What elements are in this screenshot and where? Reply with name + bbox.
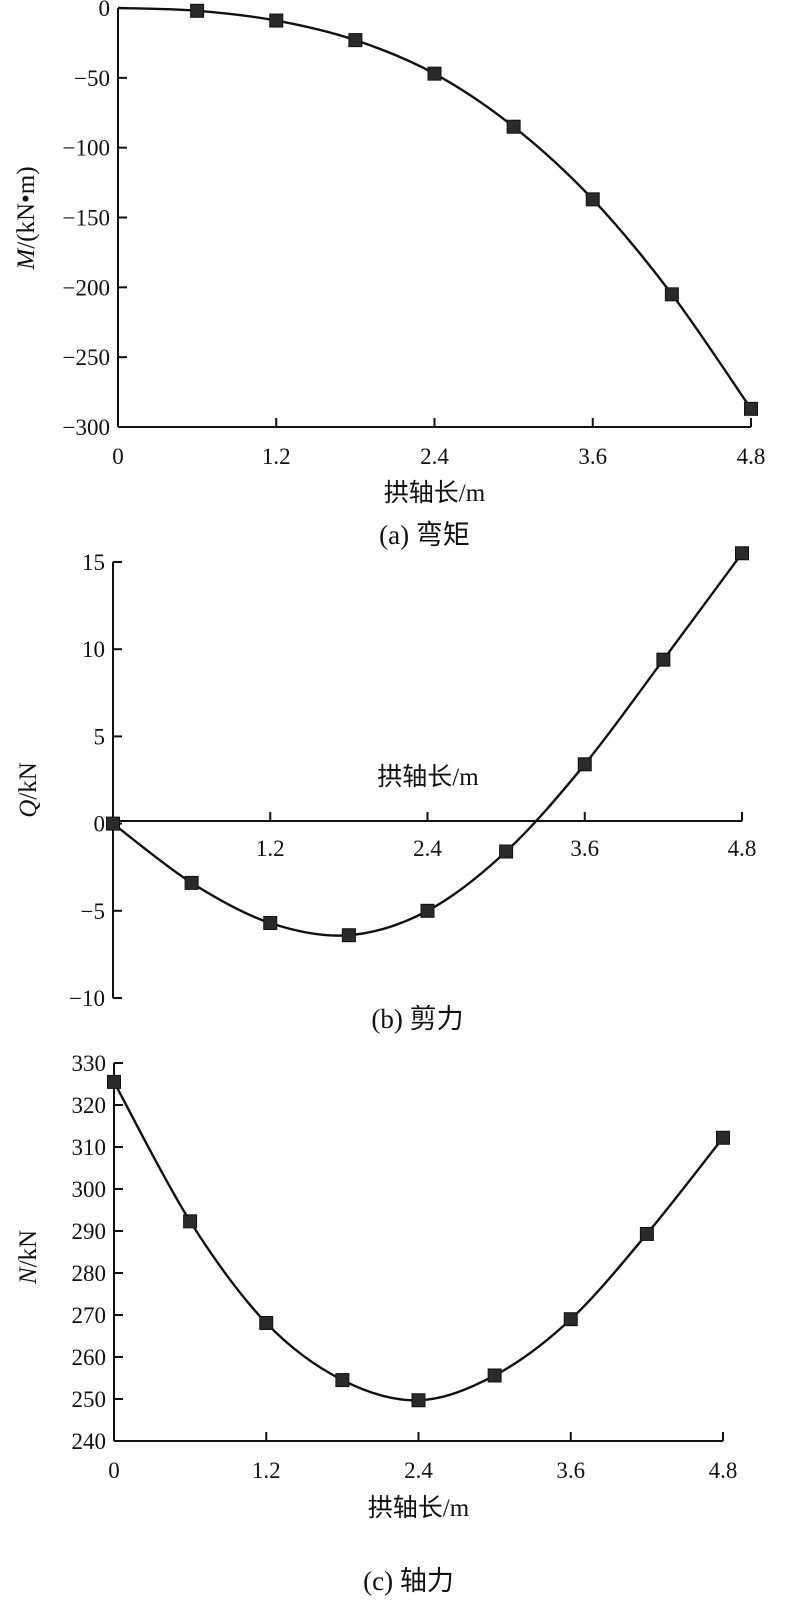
series-line <box>112 552 743 937</box>
x-tick-label: 4.8 <box>737 444 766 469</box>
y-tick-label: 300 <box>72 1177 107 1202</box>
x-axis-label: 拱轴长/m <box>377 763 479 791</box>
x-tick-label: 0 <box>108 1458 120 1483</box>
data-point-marker <box>664 287 679 302</box>
data-point-marker <box>106 816 120 831</box>
data-point-marker <box>735 546 749 561</box>
y-tick-label: −200 <box>63 275 110 300</box>
y-tick-label: −5 <box>81 899 105 924</box>
chart-panel-b: 15 10 5 0 −5 −10 1.2 2.4 3.6 4.8 拱轴长/m Q/kN (b) 剪力 <box>15 546 757 1034</box>
x-tick-label: 2.4 <box>404 1458 433 1483</box>
data-point-marker <box>263 916 278 931</box>
y-tick-label: 320 <box>72 1093 107 1118</box>
y-tick-label: 0 <box>99 0 111 21</box>
data-point-marker <box>183 1214 198 1229</box>
data-point-marker <box>639 1226 654 1241</box>
y-tick-label: 250 <box>72 1387 107 1412</box>
data-point-marker <box>348 33 363 48</box>
y-axis-label-symbol: Q <box>15 800 42 818</box>
data-point-marker <box>341 928 356 943</box>
x-tick-label: 0 <box>112 444 124 469</box>
y-tick-label: −50 <box>74 66 110 91</box>
x-tick-label: 4.8 <box>709 1458 738 1483</box>
data-point-marker <box>184 875 199 890</box>
x-tick-label: 4.8 <box>728 836 757 861</box>
chart-caption: (c) 轴力 <box>363 1566 454 1596</box>
y-tick-label: −150 <box>63 206 110 231</box>
x-tick-label: 1.2 <box>252 1458 281 1483</box>
y-tick-label: −10 <box>69 986 105 1011</box>
y-tick-label: 310 <box>72 1135 107 1160</box>
y-axis-label: N/kN <box>15 1230 42 1285</box>
y-tick-label: 10 <box>82 637 105 662</box>
data-point-marker <box>585 192 600 207</box>
y-tick-label: 270 <box>72 1303 107 1328</box>
x-axis-label: 拱轴长/m <box>384 479 486 507</box>
y-axis-label-unit: /kN <box>15 1230 42 1268</box>
data-point-marker <box>420 903 435 918</box>
data-point-marker <box>259 1315 274 1330</box>
x-axis-label: 拱轴长/m <box>368 1494 470 1522</box>
y-tick-label: 330 <box>72 1051 107 1076</box>
y-tick-label: −300 <box>63 415 110 440</box>
data-point-marker <box>506 119 521 134</box>
y-tick-label: 240 <box>72 1429 107 1454</box>
y-tick-label: −100 <box>63 136 110 161</box>
data-point-marker <box>716 1130 730 1145</box>
y-tick-label: 290 <box>72 1219 107 1244</box>
x-tick-label: 3.6 <box>578 444 607 469</box>
y-tick-label: 5 <box>94 724 106 749</box>
data-point-marker <box>335 1373 350 1388</box>
data-point-marker <box>427 66 442 81</box>
data-point-marker <box>577 757 592 772</box>
y-tick-label: −250 <box>63 345 110 370</box>
y-tick-label: 280 <box>72 1261 107 1286</box>
y-tick-label: 0 <box>94 812 106 837</box>
y-tick-label: 15 <box>82 550 105 575</box>
data-point-marker <box>656 652 671 667</box>
x-tick-label: 3.6 <box>570 836 599 861</box>
data-point-marker <box>107 1074 121 1089</box>
y-axis-label-unit: /(kN•m) <box>13 166 40 248</box>
data-point-marker <box>563 1312 578 1327</box>
data-point-marker <box>190 3 205 18</box>
y-axis-label: Q/kN <box>15 762 42 818</box>
x-tick-label: 1.2 <box>256 836 285 861</box>
y-axis-label-unit: /kN <box>15 762 42 800</box>
x-tick-label: 1.2 <box>262 444 291 469</box>
data-point-marker <box>744 401 758 416</box>
series-line <box>112 1081 724 1402</box>
data-point-marker <box>269 13 284 28</box>
chart-caption: (b) 剪力 <box>371 1004 463 1034</box>
x-tick-label: 3.6 <box>556 1458 585 1483</box>
chart-caption: (a) 弯矩 <box>379 520 470 550</box>
y-axis-label-symbol: M <box>13 248 40 271</box>
data-point-marker <box>487 1368 502 1383</box>
x-tick-label: 2.4 <box>420 444 449 469</box>
y-tick-label: 260 <box>72 1345 107 1370</box>
x-tick-label: 2.4 <box>413 836 442 861</box>
y-axis-label: M/(kN•m) <box>13 166 40 270</box>
data-point-marker <box>499 844 514 859</box>
series-line <box>117 6 752 410</box>
y-axis-label-symbol: N <box>15 1266 42 1285</box>
data-point-marker <box>411 1393 426 1408</box>
